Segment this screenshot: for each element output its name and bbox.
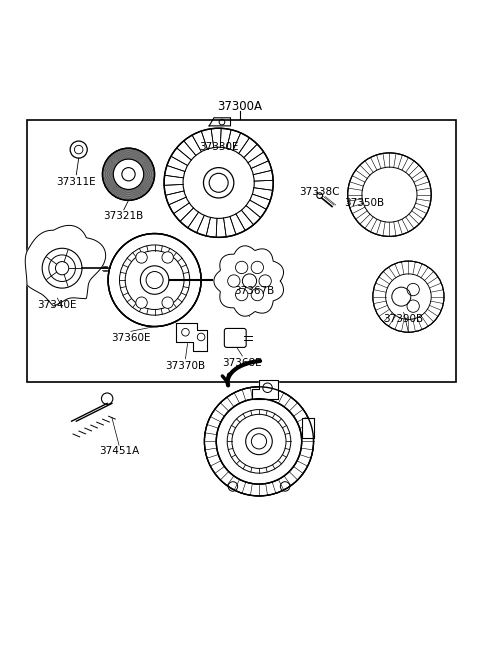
Text: 37368E: 37368E — [223, 358, 262, 368]
Circle shape — [102, 148, 155, 200]
Text: 37340E: 37340E — [37, 300, 77, 310]
Circle shape — [348, 153, 431, 236]
Circle shape — [42, 248, 82, 288]
Circle shape — [246, 428, 272, 455]
Polygon shape — [301, 418, 313, 438]
Circle shape — [216, 399, 301, 484]
Bar — [26, 120, 456, 382]
Text: 37451A: 37451A — [99, 446, 139, 456]
Text: 37321B: 37321B — [104, 212, 144, 221]
FancyBboxPatch shape — [224, 328, 246, 347]
Circle shape — [162, 252, 173, 263]
Circle shape — [136, 252, 147, 263]
Circle shape — [164, 128, 273, 237]
Circle shape — [204, 387, 313, 496]
Text: 37367B: 37367B — [234, 286, 275, 296]
Text: 37330E: 37330E — [199, 142, 239, 152]
Polygon shape — [252, 380, 278, 399]
Text: 37390B: 37390B — [384, 314, 424, 324]
Text: 37311E: 37311E — [57, 177, 96, 187]
Text: 37300A: 37300A — [217, 100, 263, 113]
Circle shape — [392, 287, 411, 306]
Text: 37338C: 37338C — [299, 187, 339, 197]
Text: 37360E: 37360E — [111, 333, 151, 343]
Circle shape — [263, 383, 272, 392]
Polygon shape — [25, 225, 106, 306]
Polygon shape — [214, 246, 284, 316]
Polygon shape — [176, 323, 207, 351]
Circle shape — [373, 261, 444, 332]
Circle shape — [162, 297, 173, 309]
Circle shape — [108, 234, 201, 327]
Text: 37370B: 37370B — [166, 361, 205, 371]
Circle shape — [70, 141, 87, 158]
Circle shape — [136, 297, 147, 309]
Circle shape — [140, 266, 169, 294]
Text: 37350B: 37350B — [344, 198, 384, 208]
Circle shape — [204, 168, 234, 198]
